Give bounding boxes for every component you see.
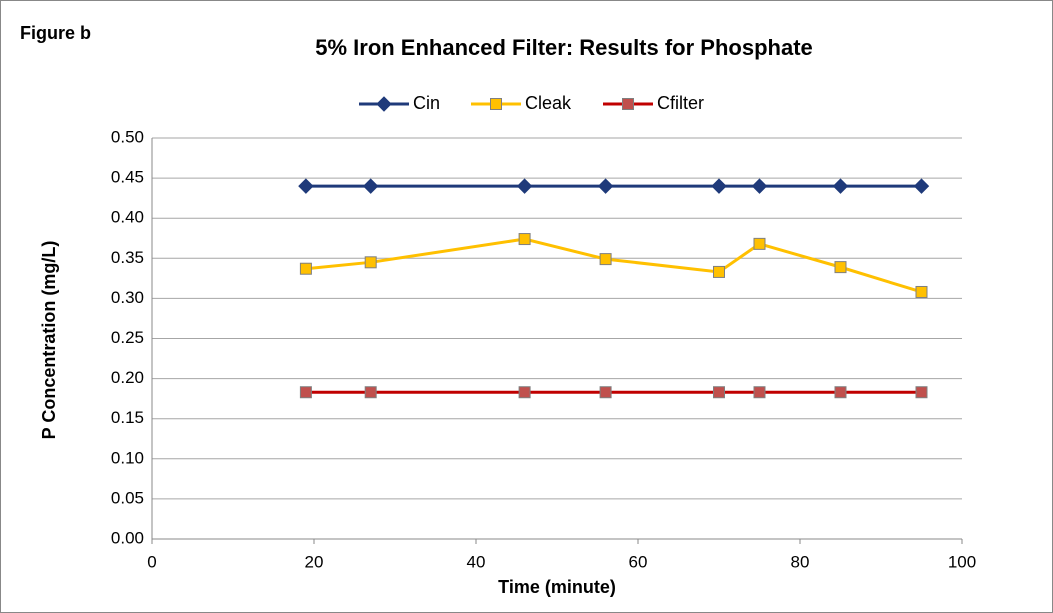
data-point bbox=[753, 237, 766, 250]
y-tick-label: 0.30 bbox=[111, 288, 144, 307]
data-point bbox=[364, 386, 377, 399]
y-tick-label: 0.15 bbox=[111, 408, 144, 427]
y-tick-label: 0.50 bbox=[111, 127, 144, 146]
y-tick-label: 0.35 bbox=[111, 248, 144, 267]
data-point bbox=[299, 386, 312, 399]
y-axis-label: P Concentration (mg/L) bbox=[39, 241, 59, 440]
legend-label: Cleak bbox=[525, 93, 572, 113]
data-point bbox=[599, 253, 612, 266]
data-point bbox=[299, 262, 312, 275]
x-tick-label: 40 bbox=[467, 552, 486, 571]
y-tick-label: 0.40 bbox=[111, 208, 144, 227]
data-point bbox=[713, 265, 725, 278]
x-tick-label: 100 bbox=[948, 552, 976, 571]
x-tick-label: 20 bbox=[305, 552, 324, 571]
data-point bbox=[751, 178, 768, 194]
data-point bbox=[362, 178, 379, 194]
series-line bbox=[305, 237, 922, 294]
data-point bbox=[599, 386, 612, 399]
y-tick-label: 0.00 bbox=[111, 528, 144, 547]
data-point bbox=[834, 386, 847, 399]
y-tick-label: 0.45 bbox=[111, 168, 144, 187]
data-point bbox=[298, 178, 314, 194]
data-point bbox=[913, 178, 930, 194]
y-tick-label: 0.25 bbox=[111, 328, 144, 347]
x-axis-label: Time (minute) bbox=[498, 577, 616, 597]
data-point bbox=[753, 386, 766, 399]
data-point bbox=[915, 285, 928, 298]
data-point bbox=[915, 386, 928, 399]
legend-marker bbox=[490, 98, 502, 110]
data-point bbox=[711, 178, 727, 194]
data-point bbox=[518, 386, 531, 399]
chart-title: 5% Iron Enhanced Filter: Results for Pho… bbox=[315, 35, 813, 60]
legend-marker bbox=[376, 96, 392, 112]
data-point bbox=[364, 256, 377, 269]
data-point bbox=[713, 386, 725, 399]
data-point bbox=[518, 233, 531, 246]
x-tick-label: 80 bbox=[791, 552, 810, 571]
y-tick-label: 0.05 bbox=[111, 488, 144, 507]
data-point bbox=[597, 178, 614, 194]
legend-label: Cfilter bbox=[657, 93, 704, 113]
data-point bbox=[834, 261, 847, 274]
data-point bbox=[516, 178, 533, 194]
legend-label: Cin bbox=[413, 93, 440, 113]
y-tick-label: 0.20 bbox=[111, 368, 144, 387]
y-tick-label: 0.10 bbox=[111, 448, 144, 467]
x-tick-label: 60 bbox=[629, 552, 648, 571]
data-point bbox=[832, 178, 849, 194]
annotation: Figure b bbox=[20, 23, 91, 43]
legend-marker bbox=[622, 98, 634, 110]
x-tick-label: 0 bbox=[147, 552, 156, 571]
